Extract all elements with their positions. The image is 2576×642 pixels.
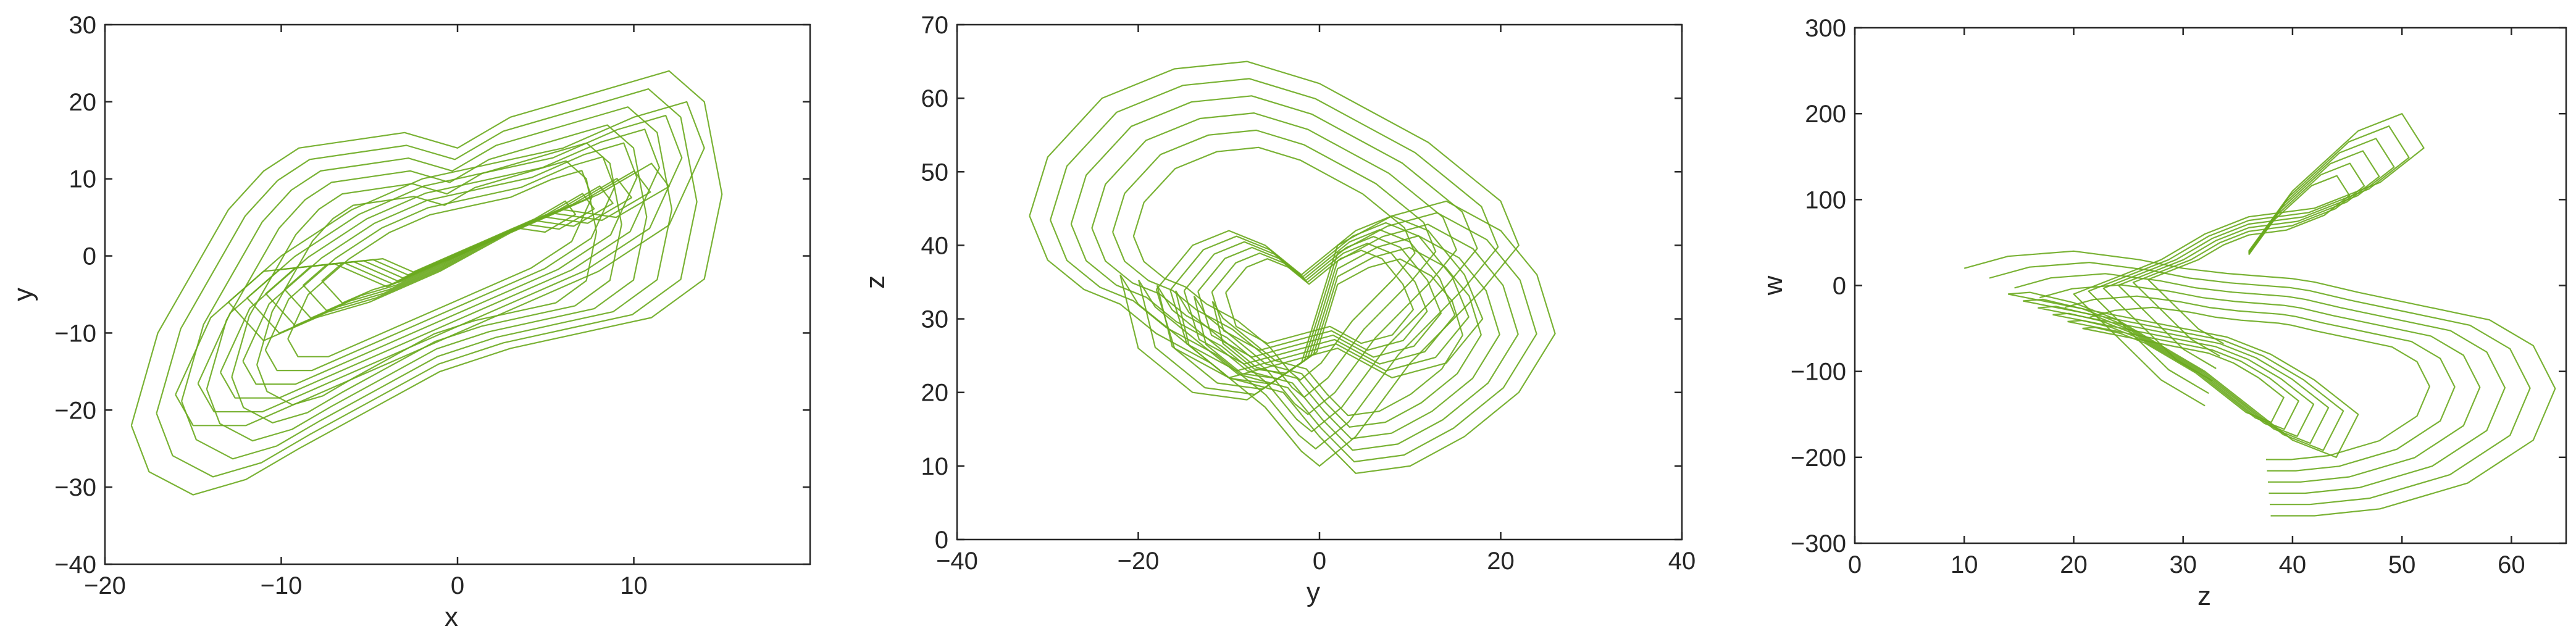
y-tick-label: 0 [935, 527, 948, 554]
x-tick-label: 0 [1313, 548, 1326, 575]
trace-line [219, 128, 661, 399]
trace-line [197, 115, 683, 413]
trace-line [1225, 249, 1414, 344]
trace-line [231, 142, 622, 424]
y-tick-label: −30 [54, 474, 96, 501]
y-tick-label: −200 [1791, 444, 1846, 472]
y-tick-label: −40 [54, 551, 96, 578]
plot-frame [1854, 27, 2567, 544]
trace-line [1183, 229, 1456, 365]
trace-line [2102, 138, 2395, 382]
y-axis-label: z [860, 275, 890, 289]
trace-line [321, 200, 577, 304]
x-tick-label: −40 [936, 548, 978, 575]
x-tick-label: 50 [2388, 551, 2416, 578]
trace-line [2052, 312, 2315, 437]
y-tick-label: −20 [54, 397, 96, 424]
x-axis-label: z [2198, 581, 2211, 611]
y-tick-label: 10 [921, 453, 949, 480]
trace-line [2067, 319, 2299, 430]
trace-line [1963, 250, 2556, 517]
y-tick-label: −10 [54, 320, 96, 347]
trace-line [2007, 291, 2359, 458]
plot-frame [104, 23, 811, 565]
x-tick-label: 20 [2060, 551, 2088, 578]
y-tick-label: −100 [1791, 359, 1846, 386]
trace-line [2039, 284, 2481, 483]
trace-group [130, 70, 723, 496]
x-tick-label: 40 [2279, 551, 2307, 578]
trace-line [1155, 215, 1484, 379]
trace-line [2073, 113, 2425, 407]
trace-line [1029, 60, 1520, 467]
trace-line [2014, 273, 2506, 494]
x-tick-label: −20 [1118, 548, 1160, 575]
trace-line [1070, 95, 1478, 433]
trace-line [303, 193, 595, 312]
trace-line [283, 185, 614, 319]
x-tick-label: −20 [84, 572, 126, 599]
y-axis-label: y [8, 288, 38, 301]
x-tick-label: −10 [261, 572, 303, 599]
trace-line [2117, 150, 2380, 369]
trace-line [175, 101, 705, 427]
trace-line [2038, 306, 2330, 444]
trace-line [2082, 327, 2285, 423]
x-axis-label: y [1307, 577, 1320, 607]
y-tick-label: 20 [69, 89, 97, 116]
y-tick-label: 200 [1805, 101, 1846, 128]
panel-z-w: 0 10 20 30 40 50 60 −300 −200 −100 0 100 200 300 z w [1758, 15, 2567, 611]
trace-line [2088, 125, 2410, 394]
y-tick-label: 300 [1805, 15, 1846, 42]
trace-line [2132, 162, 2365, 357]
trace-line [1211, 243, 1428, 351]
trace-line [2089, 306, 2430, 461]
trace-line [1211, 258, 1463, 417]
panel-x-y: −20 −10 0 10 −40 −30 −20 −10 0 10 20 30 x y [8, 12, 811, 632]
x-axis-label: x [445, 602, 458, 632]
trace-line [1197, 236, 1442, 358]
x-tick-label: 60 [2498, 551, 2525, 578]
trace-line [2022, 298, 2344, 451]
y-tick-label: 70 [921, 12, 949, 39]
y-tick-label: 0 [83, 243, 96, 270]
trace-line [130, 70, 723, 496]
y-tick-label: 30 [921, 306, 949, 333]
y-tick-label: −300 [1791, 530, 1846, 557]
trace-line [2064, 295, 2456, 472]
x-tick-label: 40 [1668, 548, 1696, 575]
x-tick-label: 10 [1951, 551, 1978, 578]
y-tick-label: 100 [1805, 186, 1846, 214]
x-tick-label: 20 [1487, 548, 1515, 575]
x-tick-label: 10 [620, 572, 648, 599]
trace-line [2147, 175, 2351, 344]
plot-frame [956, 23, 1683, 541]
trace-line [287, 170, 593, 357]
y-tick-label: 60 [921, 85, 949, 112]
y-tick-label: 10 [69, 166, 97, 193]
trace-line [156, 88, 698, 478]
y-tick-label: 0 [1833, 273, 1846, 300]
trace-group [1963, 113, 2556, 517]
trace-line [256, 160, 598, 406]
x-tick-label: 0 [451, 572, 464, 599]
x-tick-label: 0 [1848, 551, 1862, 578]
trace-line [1169, 222, 1470, 372]
y-tick-label: 40 [921, 232, 949, 259]
trace-line [1091, 112, 1457, 415]
y-tick-label: 50 [921, 159, 949, 186]
trace-line [264, 156, 616, 372]
trace-line [242, 142, 638, 385]
trace-group [1029, 60, 1556, 474]
panel-y-z: −40 −20 0 20 40 0 10 20 30 40 50 60 70 y z [860, 12, 1696, 607]
trace-line [181, 106, 673, 460]
y-tick-label: 20 [921, 380, 949, 407]
y-axis-label: w [1758, 275, 1788, 296]
x-tick-label: 30 [2169, 551, 2197, 578]
y-tick-label: 30 [69, 12, 97, 39]
